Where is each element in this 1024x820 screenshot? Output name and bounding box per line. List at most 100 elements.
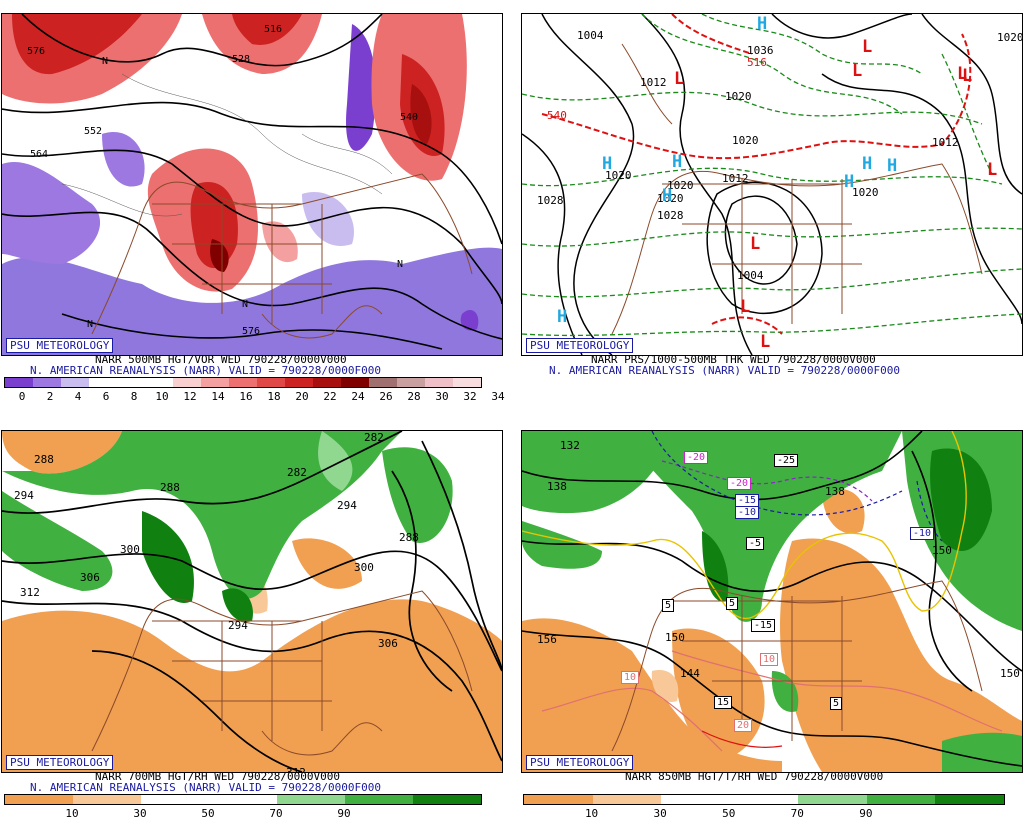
colorbar-tick-label: 10 bbox=[584, 807, 599, 820]
contour-label: 150 bbox=[932, 544, 952, 557]
psu-meteorology-badge: PSU METEOROLOGY bbox=[6, 755, 114, 770]
colorbar-swatch bbox=[73, 795, 141, 804]
colorbar-tick-label: 30 bbox=[435, 390, 449, 403]
isobar-label: 1020 bbox=[852, 186, 879, 199]
vorticity-minimum-marker: N bbox=[87, 319, 94, 330]
contour-label: 156 bbox=[537, 633, 557, 646]
temperature-label: 15 bbox=[714, 696, 733, 709]
isobar-label: 1036 bbox=[747, 44, 774, 57]
contour-label: 138 bbox=[825, 485, 845, 498]
contour-label: 294 bbox=[337, 499, 357, 512]
contour-label: 150 bbox=[665, 631, 685, 644]
contour-label: 282 bbox=[364, 431, 384, 444]
colorbar-tick-label: 24 bbox=[351, 390, 365, 403]
low-pressure-marker: L bbox=[674, 69, 685, 89]
isobar-label: 1020 bbox=[667, 179, 694, 192]
contour-label: 288 bbox=[160, 481, 180, 494]
temperature-label: -5 bbox=[746, 537, 765, 550]
colorbar-swatch bbox=[61, 378, 89, 387]
colorbar-swatch bbox=[866, 795, 936, 804]
colorbar-tick-label: 16 bbox=[239, 390, 253, 403]
map-500mb-vorticity: 576 528 516 552 564 540 576 N N N N PSU … bbox=[1, 13, 503, 356]
contour-label: 288 bbox=[34, 453, 54, 466]
low-pressure-marker: L bbox=[862, 37, 873, 57]
colorbar-tick-label: 14 bbox=[211, 390, 225, 403]
psu-meteorology-badge: PSU METEOROLOGY bbox=[526, 755, 634, 770]
colorbar-tick-label: 90 bbox=[859, 807, 873, 820]
panel-title-line1: NARR PRS/1000-500MB THK WED 790228/0000V… bbox=[591, 353, 876, 366]
contour-label: 564 bbox=[30, 149, 49, 160]
low-pressure-marker: L bbox=[987, 160, 998, 180]
temperature-label: 5 bbox=[726, 597, 739, 610]
panel-title-line2: N. AMERICAN REANALYSIS (NARR) VALID = 79… bbox=[30, 781, 381, 794]
temperature-label: -20 bbox=[727, 477, 752, 490]
contour-label: 540 bbox=[400, 112, 419, 123]
colorbar-swatch bbox=[145, 378, 173, 387]
colorbar-swatch bbox=[453, 378, 481, 387]
isobar-label: 1020 bbox=[732, 134, 759, 147]
colorbar-swatch bbox=[5, 378, 33, 387]
contour-label: 552 bbox=[84, 126, 103, 137]
contour-label: 294 bbox=[228, 619, 248, 632]
contour-label: 300 bbox=[120, 543, 140, 556]
colorbar-tick-label: 2 bbox=[46, 390, 54, 403]
map-pressure-thickness: 1004 1012 1028 1036 1020 1020 1020 1020 … bbox=[521, 13, 1023, 356]
panel-title-line1: NARR 500MB HGT/VOR WED 790228/0000V000 bbox=[95, 353, 347, 366]
isobar-label: 1012 bbox=[640, 76, 667, 89]
colorbar-swatch bbox=[313, 378, 341, 387]
psu-meteorology-badge: PSU METEOROLOGY bbox=[6, 338, 114, 353]
colorbar-swatch bbox=[345, 795, 413, 804]
colorbar-tick-label: 70 bbox=[269, 807, 283, 820]
isobar-label: 1012 bbox=[932, 136, 959, 149]
colorbar-swatch bbox=[229, 378, 257, 387]
colorbar-tick-label: 10 bbox=[65, 807, 79, 820]
thickness-label: 540 bbox=[547, 109, 567, 122]
colorbar-swatch bbox=[425, 378, 453, 387]
colorbar-tick-label: 30 bbox=[653, 807, 667, 820]
contour-label: 282 bbox=[287, 466, 307, 479]
colorbar-swatch bbox=[397, 378, 425, 387]
temperature-label: -20 bbox=[684, 451, 709, 464]
colorbar-tick-label: 12 bbox=[183, 390, 197, 403]
temperature-label: -25 bbox=[774, 454, 799, 467]
humidity-colorbar bbox=[4, 794, 482, 805]
colorbar-swatch bbox=[369, 378, 397, 387]
colorbar-swatch bbox=[89, 378, 117, 387]
colorbar-tick-label: 28 bbox=[407, 390, 421, 403]
humidity-colorbar bbox=[523, 794, 1005, 805]
colorbar-swatch bbox=[5, 795, 73, 804]
high-pressure-marker: H bbox=[887, 156, 898, 176]
vorticity-minimum-marker: N bbox=[397, 259, 404, 270]
contour-label: 312 bbox=[286, 766, 306, 773]
contour-label: 132 bbox=[560, 439, 580, 452]
colorbar-tick-label: 70 bbox=[790, 807, 804, 820]
low-pressure-marker: L bbox=[957, 64, 968, 84]
colorbar-swatch bbox=[341, 378, 369, 387]
temperature-label: 10 bbox=[760, 653, 779, 666]
colorbar-swatch bbox=[141, 795, 209, 804]
contour-label: 576 bbox=[242, 326, 261, 337]
contour-label: 144 bbox=[680, 667, 700, 680]
colorbar-tick-label: 8 bbox=[130, 390, 138, 403]
high-pressure-marker: H bbox=[672, 152, 683, 172]
high-pressure-marker: H bbox=[757, 14, 768, 34]
panel-pressure-thickness: 1004 1012 1028 1036 1020 1020 1020 1020 … bbox=[519, 0, 1024, 405]
high-pressure-marker: H bbox=[602, 154, 613, 174]
colorbar-tick-label: 0 bbox=[18, 390, 26, 403]
low-pressure-marker: L bbox=[740, 297, 751, 317]
colorbar-swatch bbox=[524, 795, 593, 804]
isobar-label: 1012 bbox=[722, 172, 749, 185]
colorbar-tick-label: 30 bbox=[133, 807, 147, 820]
vorticity-minimum-marker: N bbox=[102, 56, 109, 67]
isobar-label: 1020 bbox=[657, 192, 684, 205]
contour-label: 306 bbox=[80, 571, 100, 584]
colorbar-swatch bbox=[285, 378, 313, 387]
vorticity-minimum-marker: N bbox=[242, 299, 249, 310]
thickness-label: 516 bbox=[747, 56, 767, 69]
high-pressure-marker: H bbox=[662, 186, 673, 206]
colorbar-swatch bbox=[173, 378, 201, 387]
colorbar-tick-label: 90 bbox=[337, 807, 351, 820]
colorbar-tick-label: 50 bbox=[201, 807, 215, 820]
colorbar-swatch bbox=[33, 378, 61, 387]
temperature-label: 20 bbox=[734, 719, 753, 732]
